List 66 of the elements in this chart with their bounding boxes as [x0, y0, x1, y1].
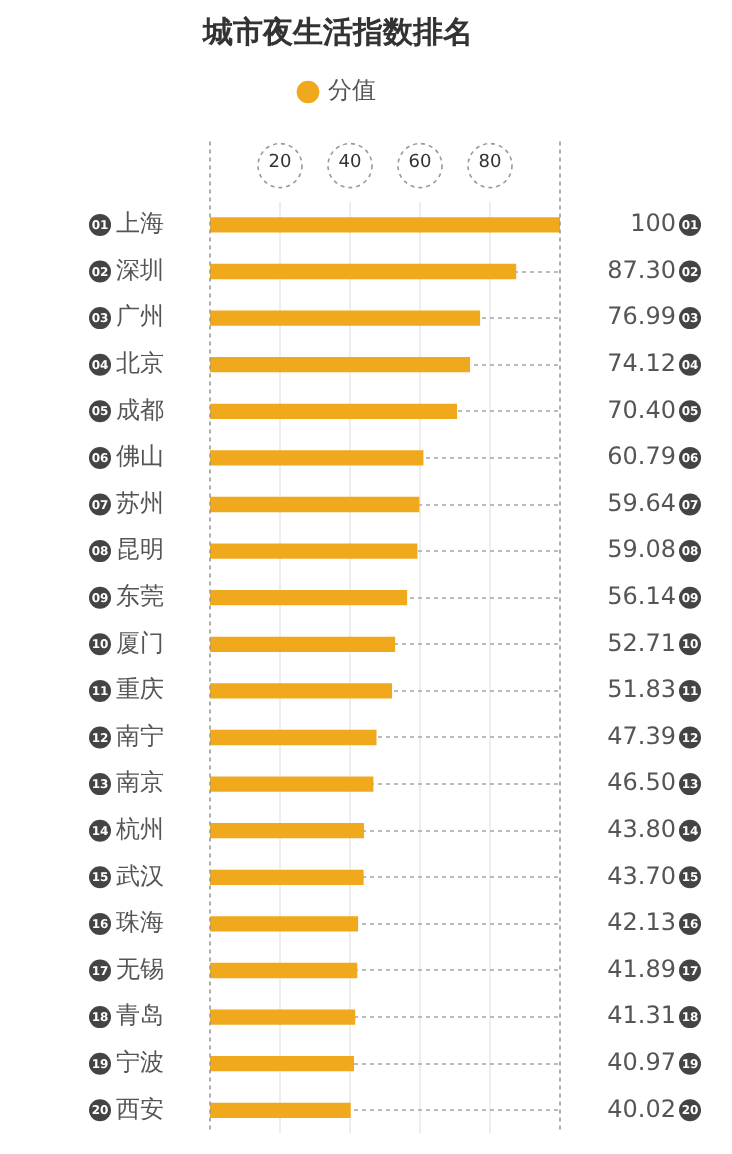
data-label: 70.40	[607, 395, 676, 424]
bar	[210, 217, 560, 233]
bar	[210, 496, 420, 513]
bar	[210, 1056, 355, 1072]
data-label: 46.50	[607, 768, 676, 797]
y-tick-label: 南宁	[116, 721, 164, 750]
bar	[210, 776, 374, 792]
bar	[210, 962, 358, 979]
x-tick-label: 20	[268, 153, 292, 174]
data-label: 74.12	[607, 348, 676, 377]
y-tick-label: 昆明	[116, 535, 164, 564]
data-label: 59.08	[607, 535, 676, 564]
y-tick-label: 上海	[116, 209, 164, 238]
data-label: 43.80	[607, 814, 676, 843]
y-tick-label: 青岛	[116, 1001, 164, 1030]
y-tick-label: 厦门	[116, 628, 164, 657]
data-label: 42.13	[607, 908, 676, 937]
data-label: 76.99	[607, 302, 676, 331]
bar	[210, 636, 396, 652]
data-label: 56.14	[607, 581, 676, 610]
y-tick-label: 西安	[116, 1094, 164, 1123]
data-label: 100	[630, 209, 676, 238]
legend-label: 分值	[328, 76, 376, 105]
y-tick-label: 无锡	[116, 954, 164, 983]
x-tick-label: 60	[408, 153, 432, 174]
bar	[210, 916, 359, 932]
data-label: 40.97	[607, 1047, 676, 1076]
y-tick-label: 东莞	[116, 581, 164, 610]
y-tick-label: 深圳	[116, 255, 164, 284]
bar	[210, 729, 377, 746]
x-tick-label: 80	[478, 153, 502, 174]
y-tick-label: 武汉	[116, 861, 164, 890]
y-tick-label: 北京	[116, 348, 164, 377]
data-label: 87.30	[607, 255, 676, 284]
bar	[210, 683, 393, 699]
bar	[210, 823, 364, 839]
bar	[210, 450, 424, 466]
y-tick-label: 珠海	[116, 908, 164, 937]
data-label: 40.02	[607, 1094, 676, 1123]
y-tick-label: 佛山	[116, 442, 164, 471]
data-label: 51.83	[607, 675, 676, 704]
data-label: 47.39	[607, 721, 676, 750]
data-label: 41.89	[607, 954, 676, 983]
data-label: 41.31	[607, 1001, 676, 1030]
bar	[210, 1102, 351, 1118]
y-tick-label: 广州	[116, 302, 164, 331]
data-label: 52.71	[607, 628, 676, 657]
x-tick-label: 40	[338, 153, 362, 174]
bar	[210, 543, 418, 559]
y-tick-label: 苏州	[116, 488, 164, 517]
data-label: 59.64	[607, 488, 676, 517]
chart-title: 城市夜生活指数排名	[201, 13, 473, 50]
bar	[210, 869, 364, 885]
bar	[210, 1009, 356, 1025]
y-tick-label: 杭州	[114, 814, 164, 843]
data-label: 43.70	[607, 861, 676, 890]
bar	[210, 263, 517, 280]
bar	[210, 310, 481, 326]
bar	[210, 403, 458, 419]
y-tick-label: 成都	[116, 395, 164, 424]
bar	[210, 590, 408, 606]
bar	[210, 357, 471, 373]
y-tick-label: 宁波	[116, 1047, 164, 1076]
data-label: 60.79	[607, 442, 676, 471]
y-tick-label: 南京	[116, 768, 164, 797]
y-tick-label: 重庆	[116, 675, 164, 704]
